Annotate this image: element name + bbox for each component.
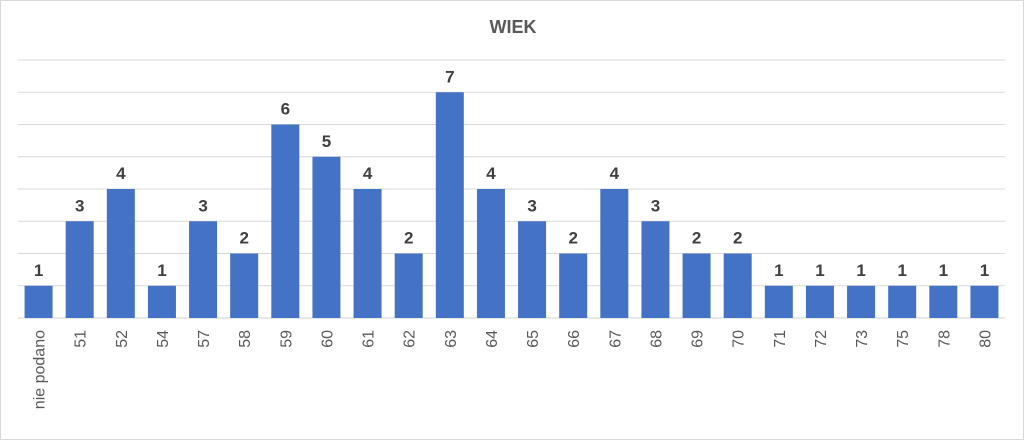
- bar: [682, 253, 711, 318]
- data-label: 4: [610, 164, 620, 183]
- data-label: 3: [527, 196, 536, 215]
- data-labels: 1 3 4 1 3 2 6 5 4 2 7 4 3 2 4 3 2 2 1 1 1 1 1 1: [34, 67, 989, 280]
- bar: [559, 253, 588, 318]
- x-tick-label: 65: [525, 330, 542, 348]
- bar: [970, 285, 999, 318]
- data-label: 1: [856, 261, 865, 280]
- x-tick-label: 60: [319, 330, 336, 348]
- x-axis-tick-labels: nie podano 51 52 54 57 58 59 60 61 62 63 64 65 66 67 68…: [32, 330, 995, 409]
- data-label: 2: [404, 229, 413, 248]
- bar: [600, 189, 629, 318]
- data-label: 1: [980, 261, 989, 280]
- x-tick-label: nie podano: [32, 330, 49, 409]
- x-tick-label: 80: [977, 330, 994, 348]
- x-tick-label: 78: [936, 330, 953, 348]
- bar: [353, 189, 382, 318]
- x-tick-label: 52: [114, 330, 131, 348]
- data-label: 4: [486, 164, 496, 183]
- bar: [24, 285, 53, 318]
- bars: [24, 92, 999, 318]
- bar: [147, 285, 176, 318]
- x-tick-label: 73: [854, 330, 871, 348]
- bar: [476, 189, 505, 318]
- data-label: 1: [34, 261, 43, 280]
- bar: [65, 221, 94, 318]
- x-tick-label: 64: [484, 330, 501, 348]
- x-tick-label: 71: [772, 330, 789, 348]
- x-tick-label: 66: [566, 330, 583, 348]
- bar: [518, 221, 547, 318]
- data-label: 1: [774, 261, 783, 280]
- x-tick-label: 51: [73, 330, 90, 348]
- data-label: 4: [363, 164, 373, 183]
- x-tick-label: 62: [402, 330, 419, 348]
- data-label: 6: [281, 100, 290, 119]
- x-tick-label: 70: [731, 330, 748, 348]
- x-tick-label: 57: [196, 330, 213, 348]
- data-label: 2: [239, 229, 248, 248]
- x-tick-label: 63: [443, 330, 460, 348]
- data-label: 1: [157, 261, 166, 280]
- data-label: 7: [445, 67, 454, 86]
- x-tick-label: 58: [237, 330, 254, 348]
- data-label: 1: [897, 261, 906, 280]
- x-tick-label: 75: [895, 330, 912, 348]
- bar: [435, 92, 464, 318]
- data-label: 4: [116, 164, 126, 183]
- bar: [312, 156, 341, 318]
- x-tick-label: 59: [278, 330, 295, 348]
- gridlines: [18, 59, 1005, 319]
- bar: [641, 221, 670, 318]
- bar: [230, 253, 259, 318]
- x-tick-label: 67: [607, 330, 624, 348]
- data-label: 3: [198, 196, 207, 215]
- data-label: 3: [75, 196, 84, 215]
- data-label: 1: [939, 261, 948, 280]
- bar: [394, 253, 423, 318]
- x-tick-label: 69: [690, 330, 707, 348]
- chart-title: WIEK: [489, 17, 537, 37]
- bar: [189, 221, 218, 318]
- bar: [847, 285, 876, 318]
- bar: [888, 285, 917, 318]
- x-tick-label: 68: [648, 330, 665, 348]
- bar: [805, 285, 834, 318]
- bar: [929, 285, 958, 318]
- bar: [106, 189, 135, 318]
- data-label: 2: [568, 229, 577, 248]
- data-label: 5: [322, 132, 331, 151]
- data-label: 1: [815, 261, 824, 280]
- bar: [723, 253, 752, 318]
- x-tick-label: 72: [813, 330, 830, 348]
- bar: [271, 124, 300, 318]
- x-tick-label: 61: [361, 330, 378, 348]
- data-label: 2: [692, 229, 701, 248]
- x-tick-label: 54: [155, 330, 172, 348]
- data-label: 2: [733, 229, 742, 248]
- data-label: 3: [651, 196, 660, 215]
- bar: [764, 285, 793, 318]
